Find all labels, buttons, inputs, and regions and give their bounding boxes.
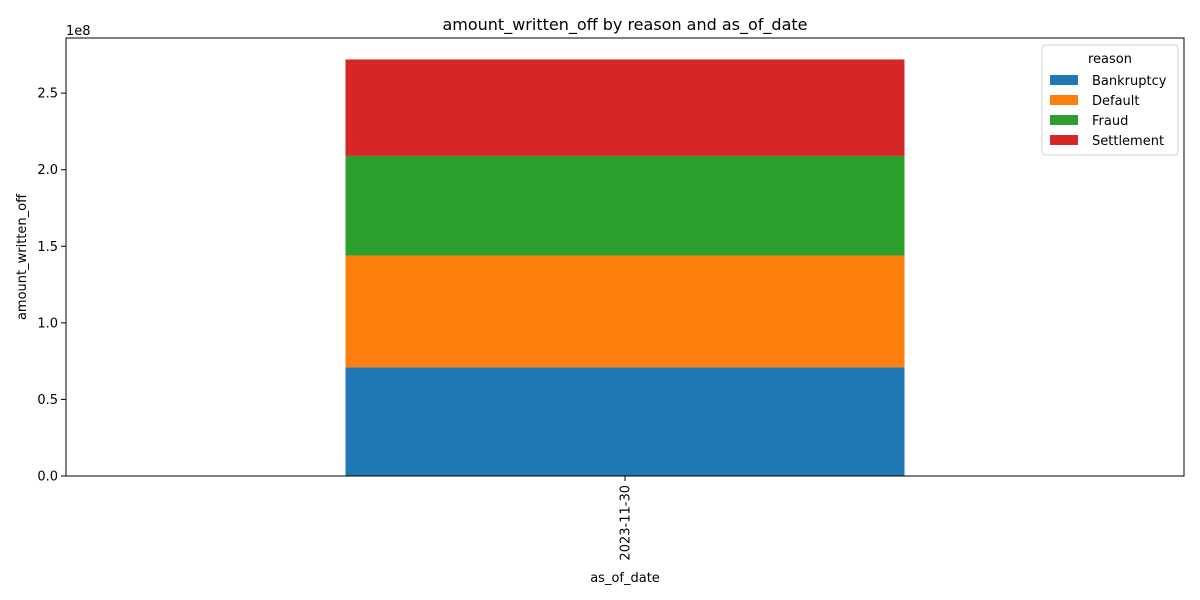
- legend-label-settlement: Settlement: [1092, 134, 1164, 149]
- y-tick-label: 0.5: [37, 393, 58, 408]
- legend-frame: [1041, 44, 1179, 156]
- legend-swatch-fraud: [1050, 115, 1078, 125]
- x-axis-ticks: 2023-11-30: [619, 476, 634, 561]
- legend-swatch-bankruptcy: [1050, 75, 1078, 85]
- legend-label-bankruptcy: Bankruptcy: [1092, 74, 1167, 89]
- bar-segment-settlement: [345, 59, 905, 156]
- legend-label-fraud: Fraud: [1092, 114, 1128, 129]
- legend-title: reason: [1088, 52, 1132, 67]
- chart-title: amount_written_off by reason and as_of_d…: [442, 15, 807, 35]
- legend-swatch-settlement: [1050, 135, 1078, 145]
- y-tick-label: 2.0: [37, 163, 58, 178]
- y-axis-label: amount_written_off: [15, 193, 30, 320]
- y-axis-ticks: 0.0 0.5 1.0 1.5 2.0 2.5: [37, 87, 66, 485]
- y-tick-label: 0.0: [37, 470, 58, 485]
- plot-area-frame: [65, 37, 1185, 477]
- legend: reason Bankruptcy Default Fraud Settlement: [1041, 44, 1179, 156]
- y-tick-label: 2.5: [37, 87, 58, 102]
- bar-segment-bankruptcy: [345, 367, 905, 476]
- x-axis-label: as_of_date: [590, 571, 660, 586]
- bar-segment-fraud: [345, 155, 905, 256]
- bar-stack-group: [345, 59, 905, 476]
- legend-swatch-default: [1050, 95, 1078, 105]
- y-tick-label: 1.0: [37, 316, 58, 331]
- y-axis-offset-label: 1e8: [66, 24, 91, 39]
- legend-label-default: Default: [1092, 94, 1140, 109]
- x-tick-label: 2023-11-30: [619, 485, 634, 561]
- bar-segment-default: [345, 255, 905, 368]
- y-tick-label: 1.5: [37, 240, 58, 255]
- legend-items: Bankruptcy Default Fraud Settlement: [1050, 74, 1167, 149]
